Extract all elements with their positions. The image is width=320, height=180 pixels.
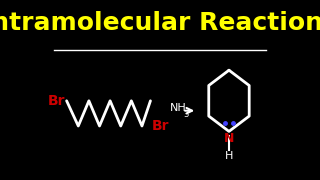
- Text: N: N: [224, 132, 234, 145]
- Text: Br: Br: [151, 119, 169, 133]
- Text: Br: Br: [48, 94, 66, 108]
- Text: Intramolecular Reactions: Intramolecular Reactions: [0, 11, 320, 35]
- Text: H: H: [225, 151, 233, 161]
- Text: 3: 3: [183, 110, 188, 119]
- Text: NH: NH: [170, 103, 187, 113]
